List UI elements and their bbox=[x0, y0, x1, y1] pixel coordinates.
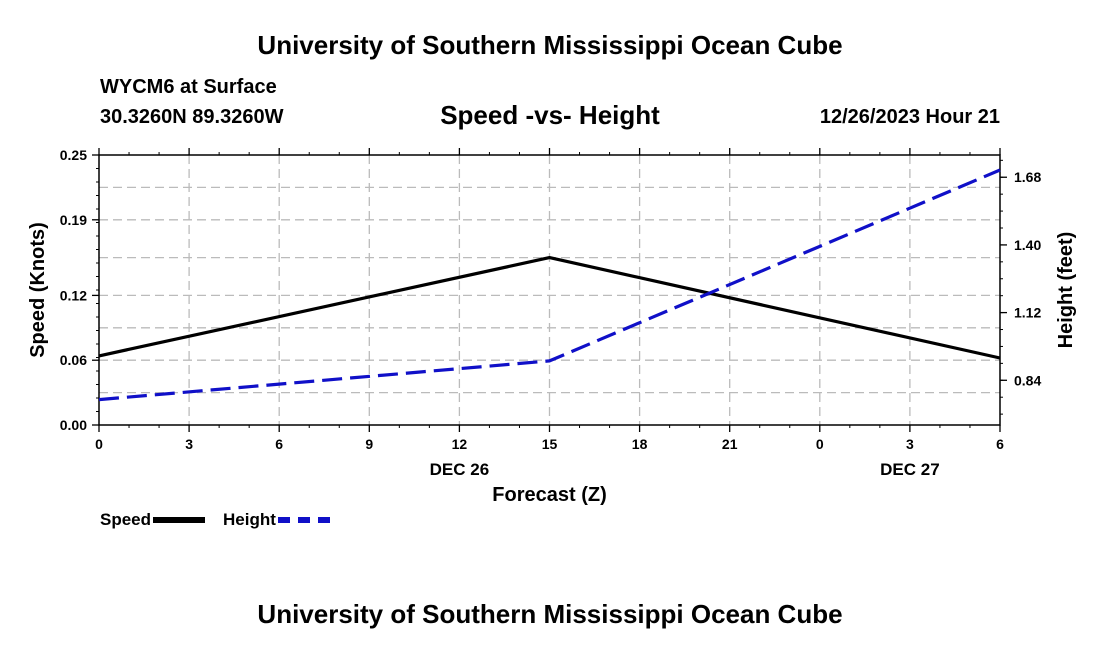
legend: Speed Height bbox=[100, 509, 348, 531]
series-line-height bbox=[98, 168, 1001, 402]
y2-tick-label: 1.12 bbox=[1014, 305, 1041, 321]
page-title: University of Southern Mississippi Ocean… bbox=[257, 30, 843, 60]
x-tick-label: 6 bbox=[275, 436, 283, 452]
y-tick-label: 0.25 bbox=[60, 147, 87, 163]
footer-title: University of Southern Mississippi Ocean… bbox=[257, 599, 843, 629]
x-tick-label: 0 bbox=[95, 436, 103, 452]
y2-tick-label: 1.68 bbox=[1014, 169, 1041, 185]
x-tick-label: 12 bbox=[452, 436, 468, 452]
y-axis-title: Speed (Knots) bbox=[27, 222, 49, 358]
x-tick-label: 3 bbox=[906, 436, 914, 452]
y2-tick-label: 1.40 bbox=[1014, 237, 1041, 253]
series-line-speed bbox=[98, 256, 1001, 360]
y2-tick-label: 0.84 bbox=[1014, 372, 1041, 388]
ticks bbox=[92, 148, 1007, 432]
legend-item-speed: Speed bbox=[100, 510, 206, 530]
legend-swatch-height bbox=[277, 517, 330, 523]
x-tick-label: 9 bbox=[365, 436, 373, 452]
y-tick-label: 0.00 bbox=[60, 417, 87, 433]
station-label: WYCM6 at Surface bbox=[100, 76, 277, 98]
x-tick-label: 6 bbox=[996, 436, 1004, 452]
x-tick-label: 15 bbox=[542, 436, 558, 452]
chart-title: Speed -vs- Height bbox=[440, 100, 660, 130]
date-label: DEC 27 bbox=[880, 460, 940, 479]
legend-swatch-speed bbox=[153, 517, 206, 523]
x-tick-label: 0 bbox=[816, 436, 824, 452]
tick-labels: 0 3 6 9 12 15 18 21 0 3 6 DEC 26 DEC 27 0.00 0.06 0.12 0… bbox=[60, 147, 1042, 479]
y2-axis-title: Height (feet) bbox=[1055, 232, 1077, 349]
forecast-datetime: 12/26/2023 Hour 21 bbox=[819, 106, 1000, 128]
x-tick-label: 3 bbox=[185, 436, 193, 452]
legend-item-height: Height bbox=[223, 510, 330, 530]
y-tick-label: 0.12 bbox=[60, 287, 87, 303]
series bbox=[98, 168, 1001, 402]
coordinates-label: 30.3260N 89.3260W bbox=[100, 106, 284, 128]
x-axis-title: Forecast (Z) bbox=[492, 484, 606, 506]
legend-label-height: Height bbox=[223, 510, 276, 529]
y-tick-label: 0.06 bbox=[60, 352, 87, 368]
x-tick-label: 18 bbox=[632, 436, 648, 452]
date-label: DEC 26 bbox=[430, 460, 490, 479]
x-tick-label: 21 bbox=[722, 436, 738, 452]
grid bbox=[99, 155, 1000, 425]
y-tick-label: 0.19 bbox=[60, 212, 87, 228]
legend-label-speed: Speed bbox=[100, 510, 152, 529]
